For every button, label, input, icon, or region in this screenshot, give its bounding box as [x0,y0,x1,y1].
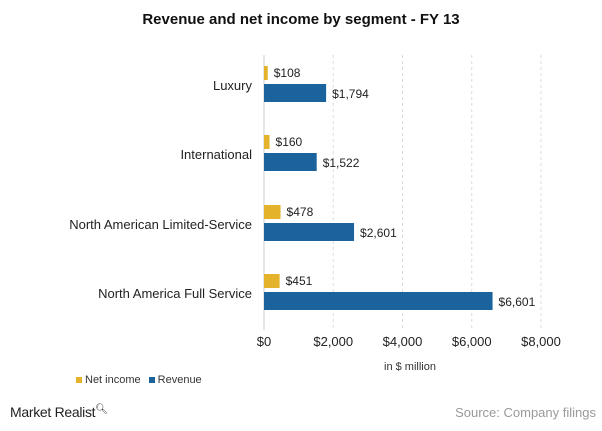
category-label: North American Limited-Service [69,217,252,232]
data-label: $6,601 [499,295,536,309]
logo-text: Market Realist [10,404,96,420]
x-axis-label: in $ million [384,361,436,373]
x-tick-label: $6,000 [452,334,492,349]
net-income-bar [264,66,268,80]
legend-label: Revenue [157,374,202,386]
legend-swatch [148,377,155,383]
data-label: $1,522 [323,156,360,170]
legend-item-revenue: Revenue [148,374,202,386]
revenue-bar [264,84,327,102]
market-realist-logo: Market Realist🔍︎ [10,404,108,420]
revenue-bar [264,292,493,310]
legend: Net income Revenue [76,374,202,386]
chart-title: Revenue and net income by segment - FY 1… [142,11,460,28]
net-income-bar [264,205,281,219]
data-label: $451 [286,274,313,288]
x-tick-label: $0 [257,334,271,349]
x-tick-label: $2,000 [313,334,353,349]
legend-swatch [76,377,82,383]
category-label: Luxury [213,78,253,93]
revenue-bar [264,223,355,241]
category-label: International [180,147,252,162]
data-label: $160 [276,135,303,149]
x-tick-label: $8,000 [521,334,561,349]
category-label: North America Full Service [98,286,252,301]
data-label: $478 [287,205,314,219]
data-label: $2,601 [360,226,397,240]
x-tick-label: $4,000 [383,334,423,349]
legend-item-net-income: Net income [76,374,141,386]
net-income-bar [264,135,270,149]
net-income-bar [264,274,280,288]
magnifier-icon: 🔍︎ [95,404,108,415]
data-label: $1,794 [332,87,369,101]
source-note: Source: Company filings [455,405,596,420]
data-label: $108 [274,66,301,80]
revenue-bar [264,153,317,171]
legend-label: Net income [85,374,141,386]
